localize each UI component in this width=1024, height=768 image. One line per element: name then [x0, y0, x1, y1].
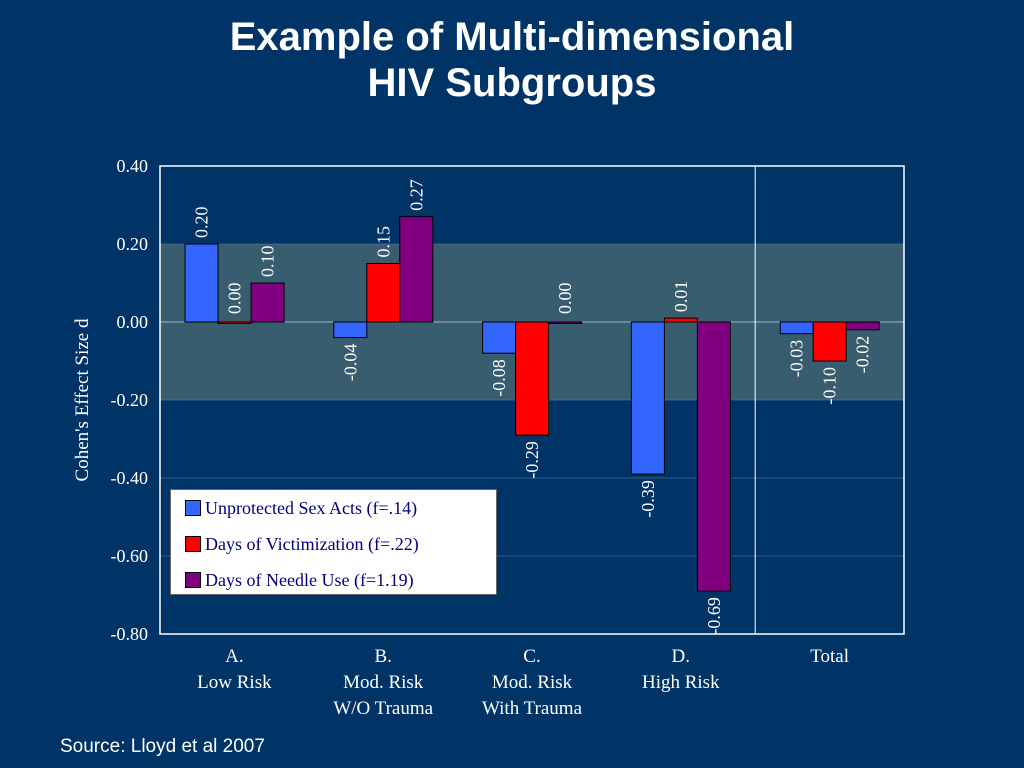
data-label: -0.29: [522, 441, 542, 479]
bar: [399, 216, 434, 323]
data-label: 0.01: [671, 281, 691, 313]
data-label: 0.27: [406, 179, 426, 211]
data-label: 0.20: [192, 207, 212, 239]
data-label: 0.00: [555, 283, 575, 315]
category-label: With Trauma: [482, 698, 583, 719]
legend-swatch-red: [185, 535, 201, 552]
data-label: -0.04: [340, 344, 360, 382]
data-label: -0.03: [787, 340, 807, 378]
title-line-1: Example of Multi-dimensional: [229, 15, 795, 59]
y-tick-label: -0.40: [111, 468, 149, 488]
bar: [366, 263, 401, 323]
y-tick-label: 0.40: [117, 156, 149, 176]
data-label: -0.02: [853, 336, 873, 374]
legend-label: Unprotected Sex Acts (f=.14): [205, 498, 418, 518]
legend-item-needle-use: Days of Needle Use (f=1.19): [185, 569, 414, 591]
bar: [515, 321, 550, 436]
data-label: -0.10: [820, 367, 840, 405]
bar: [696, 321, 731, 592]
bar: [845, 321, 880, 331]
data-label: -0.08: [489, 359, 509, 397]
category-label: High Risk: [642, 672, 720, 693]
y-tick-label: 0.20: [117, 234, 149, 254]
bar: [482, 321, 517, 354]
bar: [812, 321, 847, 362]
title-line-2: HIV Subgroups: [367, 61, 657, 105]
bar: [217, 321, 252, 324]
category-label: D.: [672, 646, 690, 667]
chart-legend: Unprotected Sex Acts (f=.14) Days of Vic…: [170, 489, 497, 595]
y-tick-label: -0.20: [111, 390, 149, 410]
category-label: Low Risk: [197, 672, 272, 693]
bar: [333, 321, 368, 339]
category-label: W/O Trauma: [333, 698, 433, 719]
category-label: C.: [523, 646, 540, 667]
category-label: Total: [810, 646, 849, 667]
slide-title: Example of Multi-dimensional HIV Subgrou…: [0, 14, 1024, 106]
category-label: Mod. Risk: [343, 672, 424, 693]
legend-swatch-blue: [185, 499, 201, 516]
category-label: A.: [225, 646, 243, 667]
data-label: -0.39: [638, 480, 658, 517]
y-tick-label: 0.00: [117, 312, 149, 332]
plot-frame: [159, 165, 905, 635]
y-tick-label: -0.60: [111, 546, 149, 566]
data-label: -0.69: [704, 597, 724, 635]
bar: [779, 321, 814, 335]
category-label: Mod. Risk: [492, 672, 573, 693]
data-label: 0.15: [373, 226, 393, 258]
y-axis-label: Cohen's Effect Size d: [72, 318, 93, 481]
legend-item-unprotected-sex: Unprotected Sex Acts (f=.14): [185, 497, 417, 519]
source-note: Source: Lloyd et al 2007: [60, 736, 265, 757]
legend-item-victimization: Days of Victimization (f=.22): [185, 533, 419, 555]
y-tick-label: -0.80: [111, 624, 149, 644]
data-label: 0.00: [225, 283, 245, 315]
data-label: 0.10: [258, 246, 278, 278]
legend-label: Days of Needle Use (f=1.19): [205, 570, 414, 590]
bar: [184, 243, 219, 323]
legend-label: Days of Victimization (f=.22): [205, 534, 419, 554]
bar: [663, 317, 698, 323]
bar: [250, 282, 285, 323]
category-label: B.: [374, 646, 391, 667]
bar: [630, 321, 665, 475]
bar: [548, 321, 583, 324]
legend-swatch-purple: [185, 571, 201, 588]
